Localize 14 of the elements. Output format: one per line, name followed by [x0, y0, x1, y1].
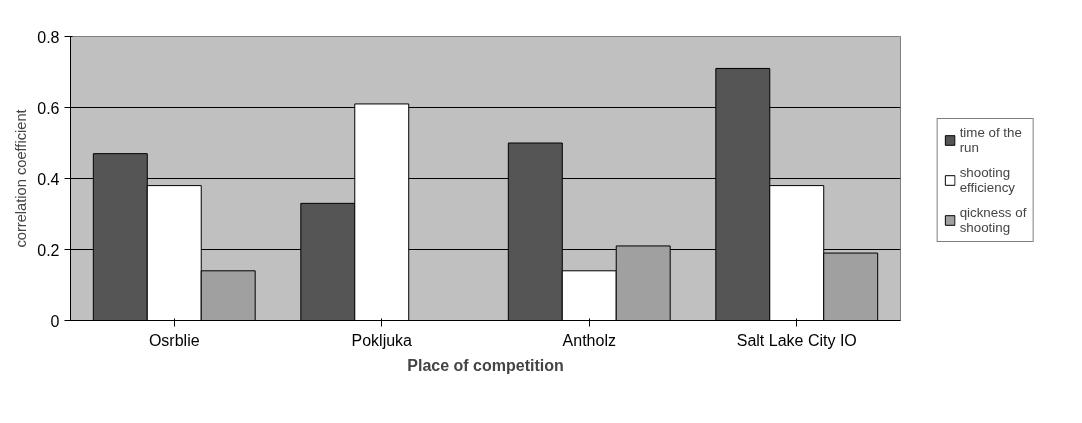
x-axis-title: Place of competition: [407, 356, 564, 374]
y-tick-label: 0: [50, 312, 60, 330]
y-tick-label: 0.2: [37, 241, 60, 259]
legend-label: time of the run: [959, 125, 1022, 155]
y-tick-label: 0.4: [37, 170, 60, 188]
x-tick-label: Salt Lake City IO: [736, 331, 857, 349]
y-axis-title: correlation coefficient: [13, 109, 30, 248]
x-tick-label: Antholz: [562, 331, 616, 349]
y-tick-label: 0.6: [37, 99, 60, 117]
legend-label: qickness of shooting: [959, 205, 1027, 235]
legend-label: shooting efficiency: [959, 165, 1015, 195]
y-tick-label: 0.8: [37, 28, 60, 46]
x-tick-label: Pokljuka: [351, 331, 413, 349]
x-tick-label: Osrblie: [148, 331, 200, 349]
